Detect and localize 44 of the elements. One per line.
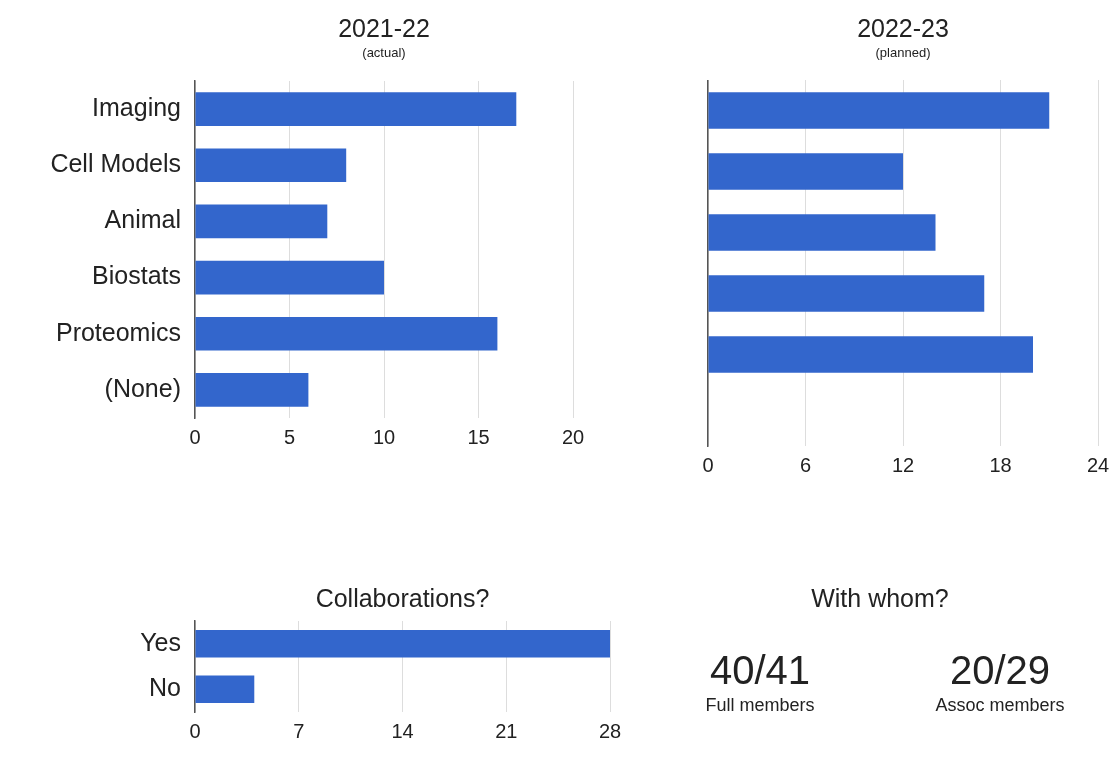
bar — [195, 260, 384, 295]
x-tick-label: 15 — [467, 425, 490, 448]
text: With whom? — [810, 584, 950, 613]
y-tick-label: Imaging — [92, 92, 181, 121]
x-tick-label: 7 — [293, 719, 305, 742]
x-tick-label: 6 — [799, 453, 812, 476]
x-tick-label: 20 — [561, 425, 585, 448]
text: 20/29 — [948, 648, 1052, 693]
x-tick-label: 14 — [391, 719, 414, 742]
chart-subtitle: (actual) — [361, 45, 407, 60]
x-tick-label: 0 — [702, 453, 714, 476]
bar — [708, 153, 903, 190]
chart-title: 2022-23 — [857, 14, 949, 42]
bar — [195, 316, 498, 351]
y-tick-label: Yes — [140, 627, 181, 656]
y-tick-label: (None) — [104, 373, 181, 402]
y-tick-label: Cell Models — [50, 149, 181, 178]
text: Full members — [704, 695, 816, 716]
chart-subtitle: (planned) — [874, 45, 932, 60]
bar — [708, 275, 985, 312]
bar — [708, 214, 936, 251]
chart-title: Collaborations? — [314, 584, 491, 613]
y-tick-label: No — [149, 673, 181, 702]
bar — [708, 92, 1050, 129]
x-tick-label: 5 — [283, 425, 296, 448]
bar — [195, 148, 347, 183]
text: 40/41 — [708, 648, 812, 693]
bar — [195, 204, 328, 239]
bar — [195, 373, 309, 407]
y-tick-label: Animal — [104, 205, 181, 234]
x-tick-label: 18 — [989, 453, 1012, 476]
text: Assoc members — [934, 695, 1066, 716]
x-tick-label: 0 — [189, 719, 201, 742]
chart-title: 2021-22 — [338, 14, 430, 42]
bar — [708, 336, 1033, 373]
bar — [195, 92, 517, 126]
x-tick-label: 0 — [189, 425, 201, 448]
y-tick-label: Biostats — [92, 261, 181, 290]
y-tick-label: Proteomics — [55, 317, 181, 346]
x-tick-label: 28 — [598, 719, 622, 742]
x-tick-label: 21 — [495, 719, 518, 742]
x-tick-label: 12 — [891, 453, 915, 476]
x-tick-label: 10 — [372, 425, 396, 448]
x-tick-label: 24 — [1086, 453, 1110, 476]
